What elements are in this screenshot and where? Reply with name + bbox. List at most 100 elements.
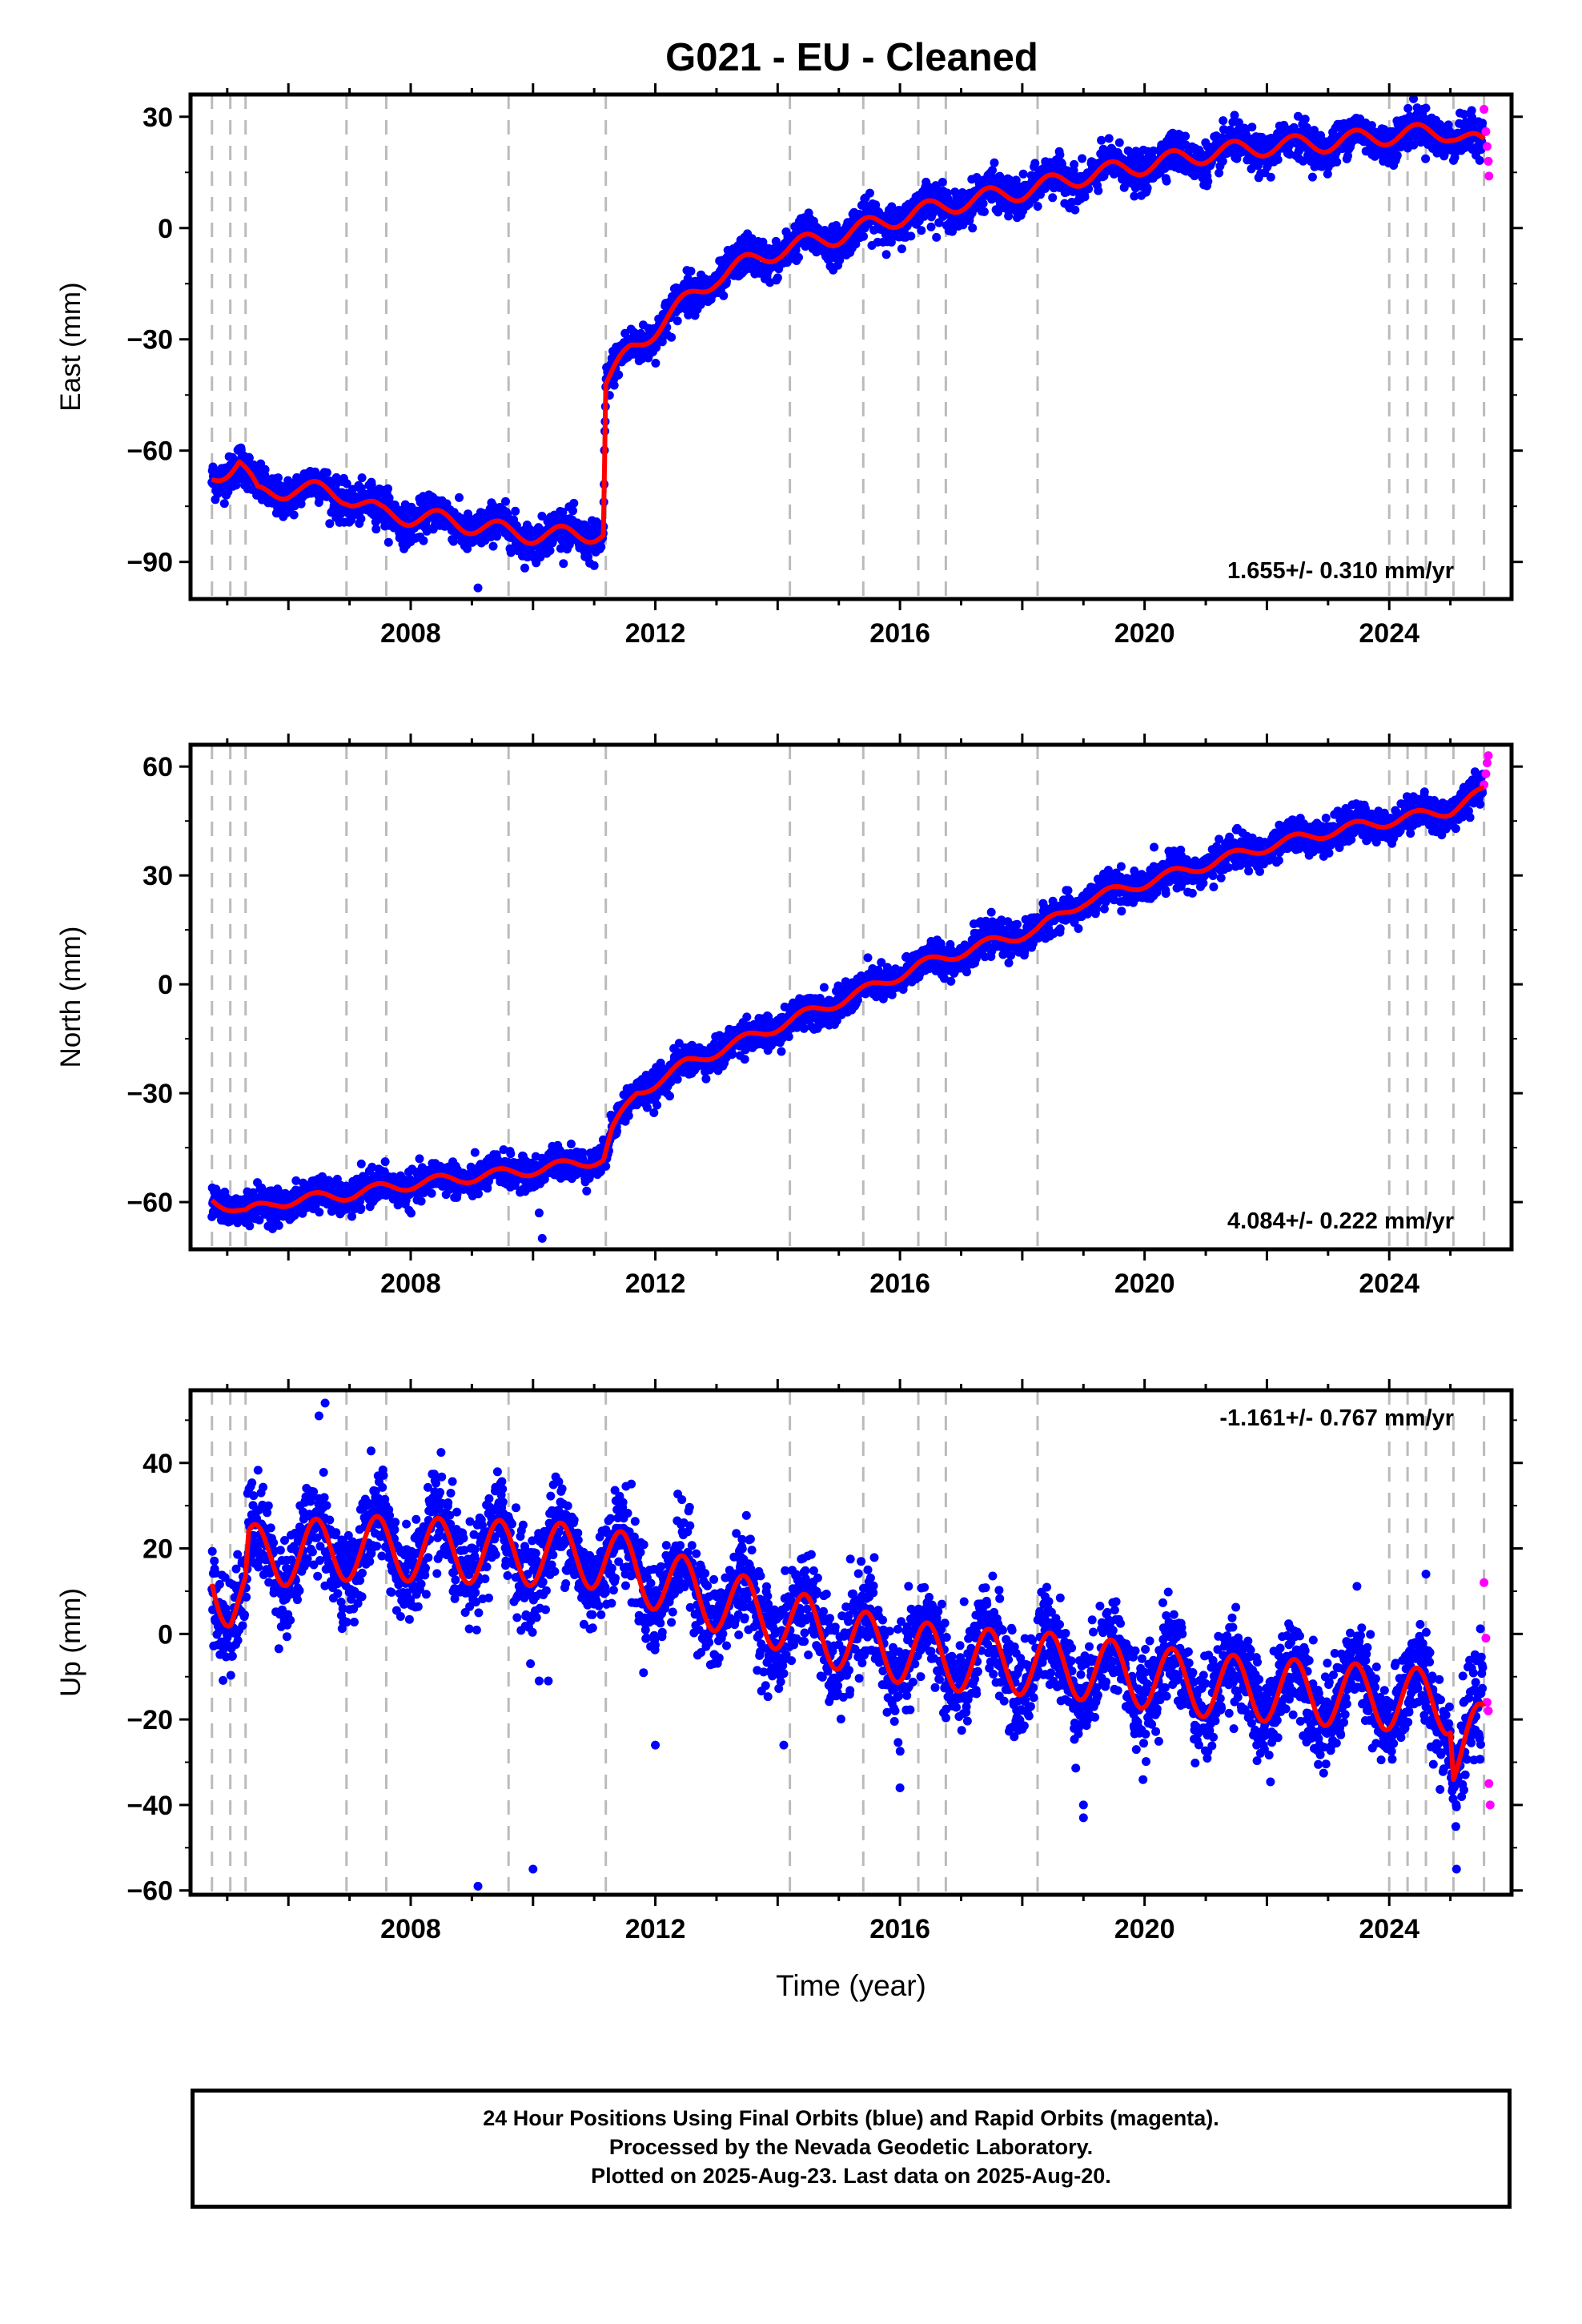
data-point <box>1094 187 1102 195</box>
data-point <box>568 506 577 515</box>
data-point <box>1393 151 1402 160</box>
data-point <box>428 1189 436 1198</box>
data-point <box>719 292 728 300</box>
data-point <box>489 542 498 551</box>
data-point <box>1181 132 1190 141</box>
y-tick-label: 0 <box>158 214 173 244</box>
y-axis-label: East (mm) <box>55 282 86 411</box>
data-point <box>356 1204 365 1213</box>
data-point <box>979 199 988 208</box>
data-point <box>546 546 555 555</box>
data-point <box>1267 173 1275 182</box>
data-point <box>506 1149 515 1158</box>
data-point <box>673 316 682 325</box>
y-tick-label: −60 <box>126 436 173 467</box>
data-point <box>569 499 578 508</box>
outlier-point <box>474 584 483 593</box>
data-point <box>315 1208 323 1216</box>
data-point <box>1203 177 1212 186</box>
data-point <box>980 207 989 216</box>
data-point <box>988 166 997 175</box>
data-point <box>1143 183 1152 192</box>
data-point <box>1048 193 1057 202</box>
data-point <box>1476 156 1484 165</box>
x-tick-label: 2012 <box>625 618 686 649</box>
data-point <box>1403 104 1412 113</box>
data-point <box>416 1154 424 1163</box>
data-point <box>927 223 936 231</box>
data-point <box>1019 170 1028 179</box>
data-point <box>773 273 782 282</box>
y-tick-label: −30 <box>126 325 173 356</box>
plots-canvas: −90−60−300302008 2012 2016 2020 2024East (mm… <box>0 0 1582 2324</box>
data-point <box>501 497 510 506</box>
data-point <box>968 223 977 232</box>
data-point <box>1105 134 1114 143</box>
data-point <box>882 250 891 259</box>
data-point <box>358 473 367 482</box>
data-point <box>384 538 393 547</box>
y-tick-label: 30 <box>143 103 173 133</box>
data-point <box>1332 158 1341 167</box>
data-point <box>455 493 464 502</box>
data-point <box>356 514 365 523</box>
data-point <box>520 564 529 573</box>
data-point <box>381 1157 390 1166</box>
final-orbit-points <box>207 94 1487 573</box>
data-point <box>323 468 331 477</box>
data-point <box>1219 157 1227 166</box>
data-point <box>1162 177 1171 186</box>
data-point <box>932 233 941 242</box>
data-point <box>1070 160 1078 169</box>
x-tick-label: 2016 <box>869 618 930 649</box>
data-point <box>1055 151 1064 159</box>
data-point <box>274 473 283 482</box>
rate-label: 1.655+/- 0.310 mm/yr <box>1227 558 1454 584</box>
rapid-orbit-point <box>1484 157 1492 166</box>
data-point <box>1247 123 1256 131</box>
data-point <box>610 381 619 390</box>
x-tick-label: 2024 <box>1359 618 1419 649</box>
rapid-orbit-point <box>1480 105 1488 114</box>
data-point <box>275 1221 283 1230</box>
data-point <box>897 244 906 253</box>
data-point <box>220 499 229 508</box>
data-point <box>1034 202 1042 211</box>
data-point <box>1421 155 1430 163</box>
data-point <box>371 525 380 533</box>
data-point <box>1422 104 1431 113</box>
data-point <box>667 333 676 342</box>
rapid-orbit-point <box>1483 142 1492 151</box>
data-point <box>407 1208 416 1217</box>
data-point <box>383 485 392 493</box>
data-point <box>651 359 660 368</box>
data-point <box>1301 115 1310 123</box>
data-point <box>245 1221 254 1230</box>
x-tick-label: 2020 <box>1114 618 1175 649</box>
data-point <box>567 1140 576 1148</box>
data-point <box>794 253 803 262</box>
data-point <box>1219 116 1227 125</box>
rapid-orbit-point <box>1484 171 1493 180</box>
model-curve <box>212 124 1484 543</box>
data-point <box>1030 159 1039 167</box>
data-point <box>687 267 696 275</box>
data-point <box>1078 155 1086 163</box>
data-point <box>420 537 428 545</box>
data-point <box>559 559 568 568</box>
data-point <box>906 231 915 240</box>
data-point <box>471 1148 480 1157</box>
data-point <box>511 507 520 516</box>
data-point <box>290 511 299 520</box>
data-point <box>596 543 605 552</box>
outlier-point <box>590 561 599 570</box>
data-point <box>1478 119 1487 127</box>
data-point <box>865 189 874 198</box>
data-point <box>261 465 270 474</box>
data-point <box>1274 155 1283 164</box>
data-point <box>990 159 999 167</box>
data-point <box>1308 173 1317 182</box>
data-point <box>614 371 623 380</box>
data-point <box>1070 206 1079 215</box>
